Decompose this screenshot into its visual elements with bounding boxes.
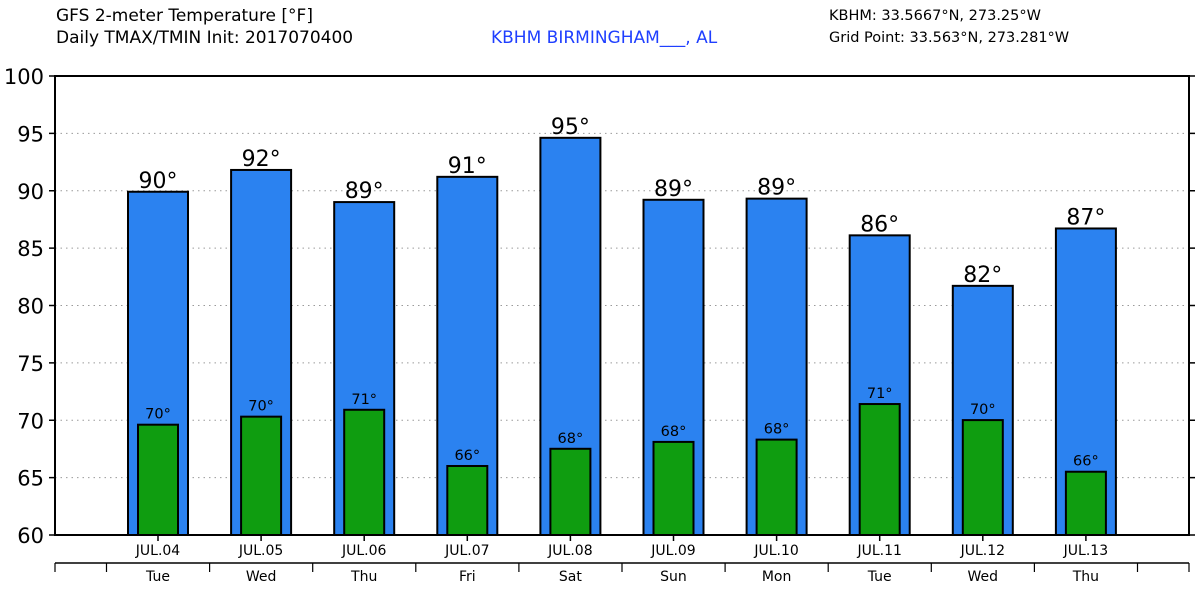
tmin-label: 71° bbox=[867, 386, 893, 402]
grid-point-coordinates: Grid Point: 33.563°N, 273.281°W bbox=[829, 30, 1070, 46]
weekday-label: Thu bbox=[1072, 569, 1099, 585]
tmin-bar bbox=[139, 425, 177, 535]
y-tick-label: 85 bbox=[17, 237, 44, 261]
x-axis: JUL.04 Tue JUL.05 Wed JUL.06 Thu JUL.07 Fri JUL.… bbox=[54, 535, 1190, 585]
x-tick-label: JUL.07 bbox=[444, 543, 489, 559]
weekday-label: Tue bbox=[145, 569, 170, 585]
chart-title: GFS 2-meter Temperature [°F] bbox=[56, 6, 313, 26]
tmin-bar bbox=[345, 410, 384, 535]
tmax-label: 95° bbox=[551, 115, 590, 140]
x-tick-label: JUL.10 bbox=[753, 543, 798, 559]
y-tick-label: 70 bbox=[17, 409, 44, 433]
weekday-label: Sat bbox=[559, 569, 582, 585]
x-tick-label: JUL.12 bbox=[960, 543, 1005, 559]
tmin-bar bbox=[551, 449, 590, 535]
tmin-label: 71° bbox=[351, 392, 377, 408]
chart-subtitle: Daily TMAX/TMIN Init: 2017070400 bbox=[56, 28, 354, 48]
tmax-label: 92° bbox=[242, 147, 281, 172]
y-tick-label: 60 bbox=[17, 524, 44, 548]
tmin-bar bbox=[654, 442, 693, 535]
tmin-label: 66° bbox=[1073, 454, 1099, 470]
tmin-label: 68° bbox=[558, 431, 584, 447]
tmin-bar bbox=[242, 417, 281, 535]
tmin-label: 70° bbox=[145, 407, 171, 423]
data-labels: 90° 70° 92° 70° 89° 71° 91° 66° 95° 68° 89° 68° 89° 6… bbox=[139, 115, 1106, 470]
tmin-label: 70° bbox=[248, 399, 274, 415]
y-axis: 60 65 70 75 80 85 90 95 100 bbox=[4, 65, 1195, 548]
weekday-label: Tue bbox=[867, 569, 892, 585]
gridlines bbox=[55, 132, 1189, 479]
bars bbox=[127, 136, 1117, 536]
tmax-label: 86° bbox=[860, 212, 899, 237]
y-tick-label: 75 bbox=[17, 352, 44, 376]
x-tick-label: JUL.11 bbox=[856, 543, 901, 559]
y-tick-label: 95 bbox=[17, 122, 44, 146]
x-tick-label: JUL.04 bbox=[135, 543, 181, 559]
x-tick-label: JUL.09 bbox=[650, 543, 695, 559]
tmax-label: 89° bbox=[757, 176, 796, 201]
tmin-label: 68° bbox=[764, 422, 790, 438]
station-name: KBHM BIRMINGHAM___, AL bbox=[491, 28, 718, 48]
x-tick-label: JUL.05 bbox=[238, 543, 283, 559]
weekday-label: Wed bbox=[968, 569, 999, 585]
weekday-label: Wed bbox=[246, 569, 277, 585]
weekday-label: Mon bbox=[762, 569, 792, 585]
tmin-label: 70° bbox=[970, 402, 996, 418]
y-tick-label: 90 bbox=[17, 180, 44, 204]
weekday-label: Fri bbox=[459, 569, 476, 585]
tmax-label: 89° bbox=[654, 177, 693, 202]
tmax-label: 82° bbox=[963, 263, 1002, 288]
x-tick-label: JUL.13 bbox=[1063, 543, 1108, 559]
tmin-bar bbox=[963, 421, 1002, 535]
y-tick-label: 80 bbox=[17, 295, 44, 319]
tmax-label: 87° bbox=[1066, 205, 1105, 230]
station-coordinates: KBHM: 33.5667°N, 273.25°W bbox=[829, 8, 1041, 24]
y-tick-label: 65 bbox=[17, 467, 44, 491]
tmin-bar bbox=[860, 405, 899, 535]
x-tick-label: JUL.06 bbox=[341, 543, 387, 559]
tmin-bar bbox=[757, 440, 796, 535]
y-tick-label: 100 bbox=[4, 65, 44, 89]
tmax-label: 91° bbox=[448, 154, 487, 179]
tmax-label: 89° bbox=[345, 179, 384, 204]
tmin-label: 66° bbox=[454, 448, 480, 464]
weekday-label: Sun bbox=[660, 569, 687, 585]
tmax-label: 90° bbox=[139, 169, 178, 194]
x-tick-label: JUL.08 bbox=[547, 543, 592, 559]
tmin-label: 68° bbox=[661, 424, 687, 440]
tmin-bar bbox=[448, 467, 487, 535]
tmin-bar bbox=[1066, 472, 1105, 535]
weekday-label: Thu bbox=[350, 569, 377, 585]
